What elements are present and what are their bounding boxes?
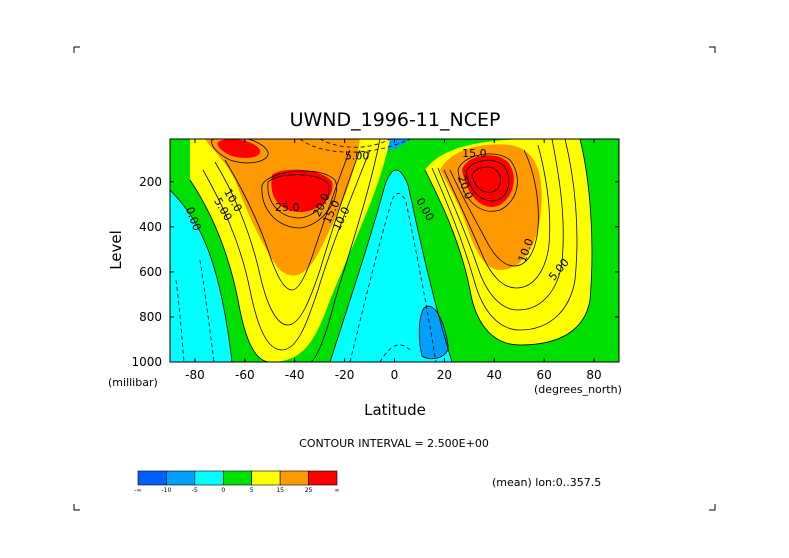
footnote-mean-lon: (mean) lon:0..357.5 (492, 476, 601, 489)
colorbar-bin (194, 470, 224, 486)
x-tick-label: 0 (391, 368, 399, 382)
colorbar-label: -5 (192, 487, 198, 494)
chart-title: UWND_1996-11_NCEP (290, 109, 501, 131)
contour-labels: 10.05.000.00 25.0 20.015.010.05.000.0015.0… (183, 147, 572, 283)
y-tick-label: 1000 (131, 355, 162, 369)
corner-mark-bottom-right (709, 504, 716, 511)
x-tick-label: 40 (487, 368, 502, 382)
contour-fill-nh-jet-25 (462, 155, 514, 207)
x-tick-label: 60 (537, 368, 552, 382)
contour-label: 5.00 (345, 149, 370, 162)
colorbar-label: ∞ (335, 487, 340, 494)
x-tick-label: 20 (437, 368, 452, 382)
x-tick-label: -80 (185, 368, 205, 382)
colorbar-bin (137, 470, 167, 486)
colorbar-bin (166, 470, 196, 486)
contour-lines (170, 139, 593, 362)
contour-label: 15.0 (462, 147, 487, 160)
corner-mark-top-left (73, 46, 80, 53)
colorbar-label: 15 (276, 487, 284, 494)
colorbar-label: 25 (305, 487, 313, 494)
y-axis-unit: (millibar) (108, 376, 158, 389)
colorbar-bin (251, 470, 281, 486)
contour-lines-dashed (175, 139, 437, 362)
y-axis-label: Level (107, 230, 125, 270)
corner-mark-bottom-left (73, 504, 80, 511)
colorbar-bin (308, 470, 338, 486)
x-axis-label: Latitude (364, 401, 426, 419)
contour-interval-text: CONTOUR INTERVAL = 2.500E+00 (299, 437, 489, 450)
x-tick-label: -20 (335, 368, 355, 382)
x-axis: -80 -60 -40 -20 0 20 40 60 80 (185, 139, 602, 382)
y-axis: 200 400 600 800 1000 (131, 175, 619, 369)
plot-area: 10.05.000.00 25.0 20.015.010.05.000.0015.0… (170, 139, 619, 362)
y-tick-label: 400 (139, 220, 162, 234)
contour-fill-sh-jet-25-upper (217, 139, 261, 158)
colorbar-bin (222, 470, 253, 486)
colorbar-label: -∞ (134, 487, 141, 494)
contour-label: 25.0 (275, 201, 300, 214)
x-tick-label: -60 (235, 368, 255, 382)
colorbar: -∞ -10 -5 0 5 15 25 ∞ (134, 470, 340, 494)
contour-fill-easterlies-polar (170, 190, 232, 362)
x-tick-label: -40 (285, 368, 305, 382)
contour-fill-sh-jet-25 (271, 169, 333, 212)
colorbar-label: 5 (250, 487, 254, 494)
y-tick-label: 600 (139, 265, 162, 279)
colorbar-label: -10 (162, 487, 172, 494)
x-tick-label: 80 (586, 368, 601, 382)
corner-mark-top-right (709, 46, 716, 53)
x-axis-unit: (degrees_north) (534, 383, 622, 396)
colorbar-bin (279, 470, 309, 486)
y-tick-label: 800 (139, 310, 162, 324)
colorbar-label: 0 (221, 487, 225, 494)
y-tick-label: 200 (139, 175, 162, 189)
